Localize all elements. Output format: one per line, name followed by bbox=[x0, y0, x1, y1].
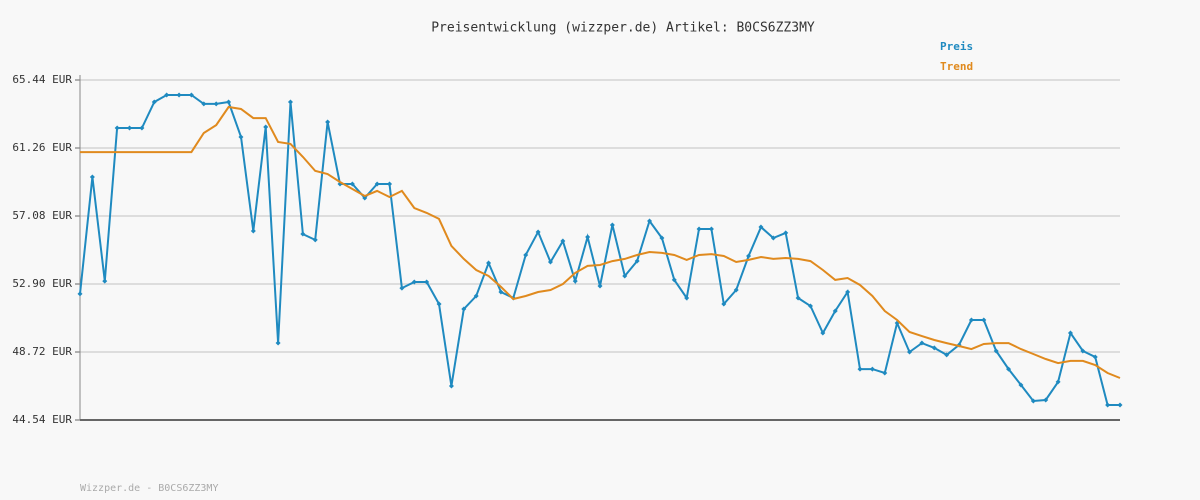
point-marker bbox=[1080, 348, 1086, 354]
point-marker bbox=[399, 285, 405, 291]
point-marker bbox=[845, 289, 851, 295]
point-marker bbox=[746, 253, 752, 259]
point-marker bbox=[1030, 398, 1036, 404]
point-marker bbox=[151, 99, 157, 105]
point-marker bbox=[349, 181, 355, 187]
point-marker bbox=[1067, 330, 1073, 336]
point-marker bbox=[622, 273, 628, 279]
point-marker bbox=[609, 222, 615, 228]
point-marker bbox=[102, 278, 108, 284]
point-marker bbox=[931, 345, 937, 351]
point-marker bbox=[882, 370, 888, 376]
point-marker bbox=[993, 348, 999, 354]
point-marker bbox=[226, 99, 232, 105]
point-marker bbox=[696, 226, 702, 232]
point-marker bbox=[733, 287, 739, 293]
point-marker bbox=[770, 235, 776, 241]
point-marker bbox=[1043, 397, 1049, 403]
point-marker bbox=[634, 258, 640, 264]
point-marker bbox=[647, 218, 653, 224]
point-marker bbox=[312, 237, 318, 243]
point-marker bbox=[907, 349, 913, 355]
point-marker bbox=[832, 308, 838, 314]
point-marker bbox=[684, 295, 690, 301]
legend-label: Preis bbox=[940, 40, 973, 53]
legend-label: Trend bbox=[940, 60, 973, 73]
point-marker bbox=[486, 260, 492, 266]
point-marker bbox=[585, 234, 591, 240]
y-tick-label: 61.26 EUR bbox=[12, 141, 72, 154]
point-marker bbox=[981, 317, 987, 323]
point-marker bbox=[523, 252, 529, 258]
point-marker bbox=[547, 259, 553, 265]
point-marker bbox=[263, 124, 269, 130]
point-marker bbox=[1055, 379, 1061, 385]
point-marker bbox=[213, 101, 219, 107]
y-tick-label: 52.90 EUR bbox=[12, 277, 72, 290]
point-marker bbox=[325, 119, 331, 125]
series-line bbox=[80, 105, 1121, 379]
point-marker bbox=[944, 352, 950, 358]
point-marker bbox=[436, 301, 442, 307]
point-marker bbox=[659, 235, 665, 241]
point-marker bbox=[387, 181, 393, 187]
point-marker bbox=[795, 295, 801, 301]
point-marker bbox=[411, 279, 417, 285]
point-marker bbox=[188, 92, 194, 98]
point-marker bbox=[572, 278, 578, 284]
point-marker bbox=[597, 283, 603, 289]
point-marker bbox=[201, 101, 207, 107]
point-marker bbox=[77, 291, 83, 297]
point-marker bbox=[869, 366, 875, 372]
point-marker bbox=[498, 289, 504, 295]
point-marker bbox=[127, 125, 133, 131]
y-tick-label: 65.44 EUR bbox=[12, 73, 72, 86]
y-tick-label: 57.08 EUR bbox=[12, 209, 72, 222]
point-marker bbox=[424, 279, 430, 285]
point-marker bbox=[362, 195, 368, 201]
point-marker bbox=[473, 293, 479, 299]
point-marker bbox=[300, 231, 306, 237]
point-marker bbox=[560, 238, 566, 244]
point-marker bbox=[250, 228, 256, 234]
point-marker bbox=[807, 303, 813, 309]
point-marker bbox=[1006, 366, 1012, 372]
point-marker bbox=[238, 134, 244, 140]
point-marker bbox=[857, 366, 863, 372]
point-marker bbox=[374, 181, 380, 187]
point-marker bbox=[535, 229, 541, 235]
point-marker bbox=[1117, 402, 1123, 408]
chart-title: Preisentwicklung (wizzper.de) Artikel: B… bbox=[431, 21, 815, 36]
point-marker bbox=[1105, 402, 1111, 408]
point-marker bbox=[708, 226, 714, 232]
point-marker bbox=[176, 92, 182, 98]
point-marker bbox=[461, 306, 467, 312]
point-marker bbox=[919, 340, 925, 346]
point-marker bbox=[89, 174, 95, 180]
point-marker bbox=[287, 99, 293, 105]
point-marker bbox=[820, 330, 826, 336]
y-tick-label: 48.72 EUR bbox=[12, 345, 72, 358]
point-marker bbox=[671, 277, 677, 283]
point-marker bbox=[275, 340, 281, 346]
point-marker bbox=[758, 224, 764, 230]
point-marker bbox=[783, 230, 789, 236]
point-marker bbox=[1092, 354, 1098, 360]
point-marker bbox=[164, 92, 170, 98]
footer: Wizzper.de - B0CS6ZZ3MY bbox=[80, 483, 218, 494]
point-marker bbox=[721, 301, 727, 307]
point-marker bbox=[968, 317, 974, 323]
point-marker bbox=[139, 125, 145, 131]
point-marker bbox=[1018, 382, 1024, 388]
point-marker bbox=[114, 125, 120, 131]
y-tick-label: 44.54 EUR bbox=[12, 413, 72, 426]
point-marker bbox=[448, 383, 454, 389]
